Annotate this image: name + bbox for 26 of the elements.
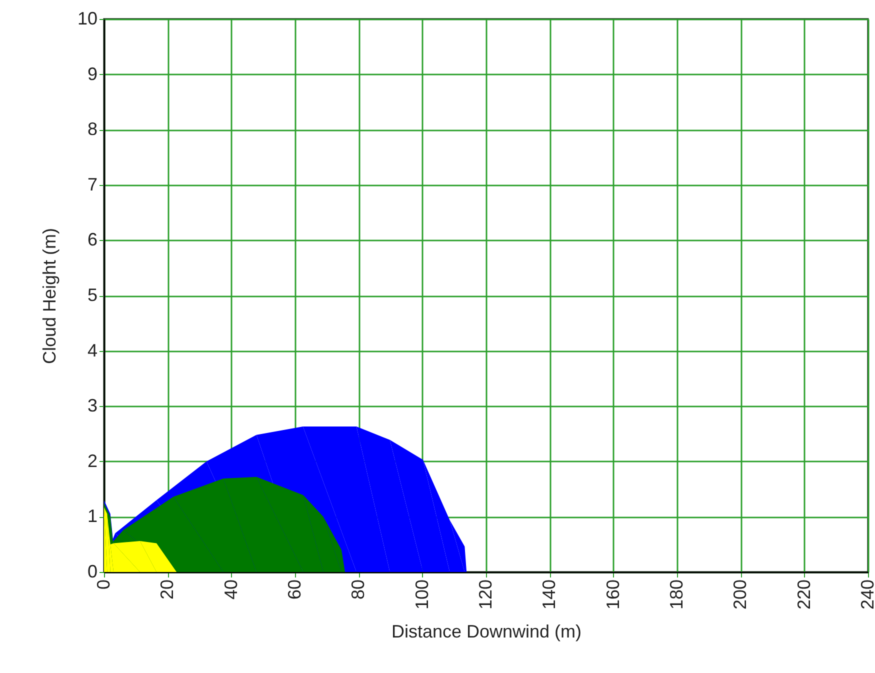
- x-tick-label: 0: [94, 580, 114, 590]
- y-tick-label: 7: [87, 174, 98, 194]
- x-tick-label: 80: [348, 580, 368, 600]
- y-tick-label: 5: [87, 285, 98, 305]
- x-tick-label: 240: [858, 580, 875, 610]
- y-tick-label: 1: [87, 506, 98, 526]
- x-tick-label: 100: [412, 580, 432, 610]
- x-tick-label: 160: [602, 580, 623, 610]
- y-tick-label: 10: [77, 8, 98, 28]
- x-axis-title: Distance Downwind (m): [391, 622, 582, 642]
- x-tick-label: 20: [157, 580, 178, 600]
- x-tick-label: 40: [220, 580, 241, 600]
- y-tick-label: 8: [87, 119, 98, 140]
- x-tick-label: 220: [794, 580, 814, 610]
- x-tick-label: 140: [539, 580, 560, 610]
- x-tick-label: 200: [730, 580, 750, 610]
- y-tick-label: 0: [87, 562, 98, 582]
- y-axis-title: Cloud Height (m): [39, 228, 60, 364]
- x-tick-label: 180: [666, 580, 686, 610]
- y-tick-label: 9: [87, 64, 98, 84]
- y-tick-label: 6: [87, 230, 98, 250]
- y-tick-label: 3: [87, 396, 98, 416]
- y-tick-label: 4: [87, 340, 98, 360]
- y-tick-label: 2: [87, 450, 98, 471]
- x-tick-label: 120: [476, 580, 496, 610]
- x-tick-label: 60: [284, 580, 304, 600]
